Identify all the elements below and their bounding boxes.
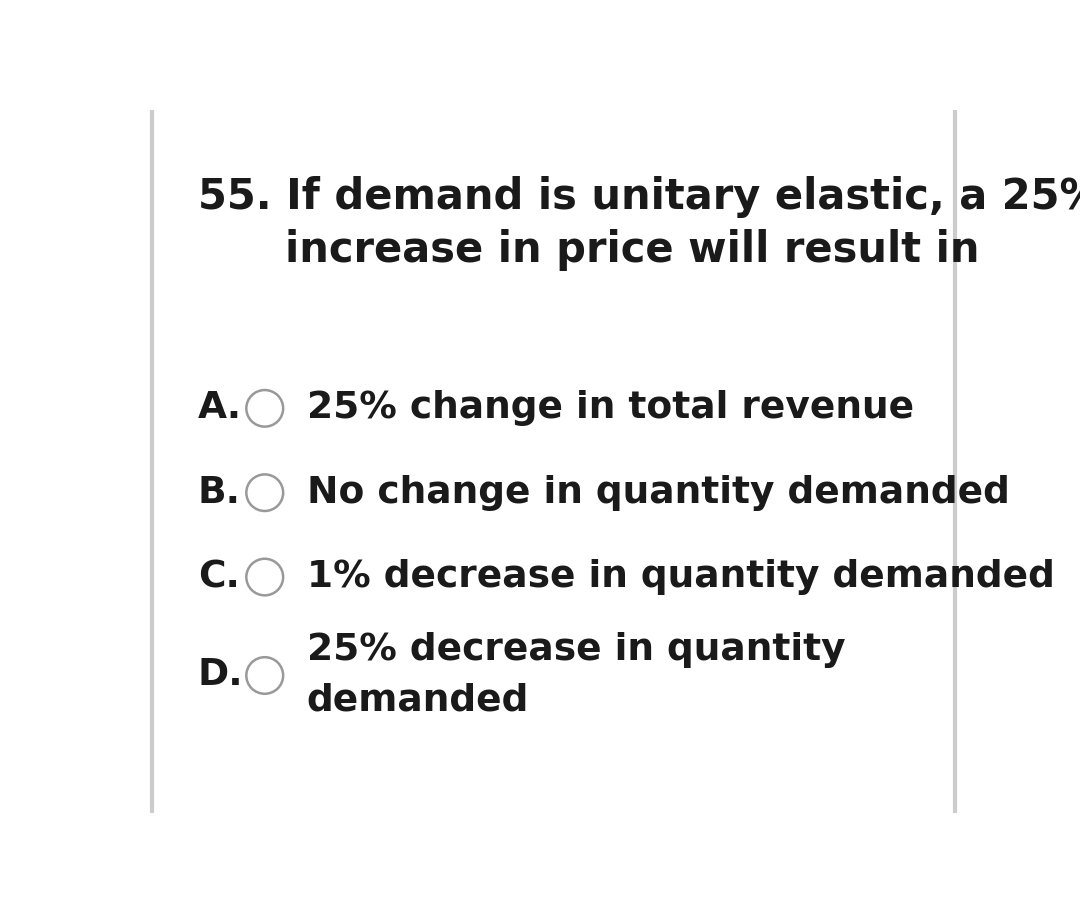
Ellipse shape: [246, 559, 283, 595]
Text: 25% decrease in quantity
demanded: 25% decrease in quantity demanded: [307, 633, 846, 719]
Text: increase in price will result in: increase in price will result in: [198, 229, 980, 271]
Ellipse shape: [246, 390, 283, 426]
Text: D.: D.: [198, 657, 243, 694]
Text: 55. If demand is unitary elastic, a 25%: 55. If demand is unitary elastic, a 25%: [198, 176, 1080, 218]
Text: C.: C.: [198, 559, 240, 595]
Text: 1% decrease in quantity demanded: 1% decrease in quantity demanded: [307, 559, 1054, 595]
Text: 25% change in total revenue: 25% change in total revenue: [307, 391, 914, 426]
Text: No change in quantity demanded: No change in quantity demanded: [307, 475, 1010, 510]
Text: A.: A.: [198, 391, 242, 426]
Text: B.: B.: [198, 475, 241, 510]
Ellipse shape: [246, 475, 283, 511]
Ellipse shape: [246, 657, 283, 694]
